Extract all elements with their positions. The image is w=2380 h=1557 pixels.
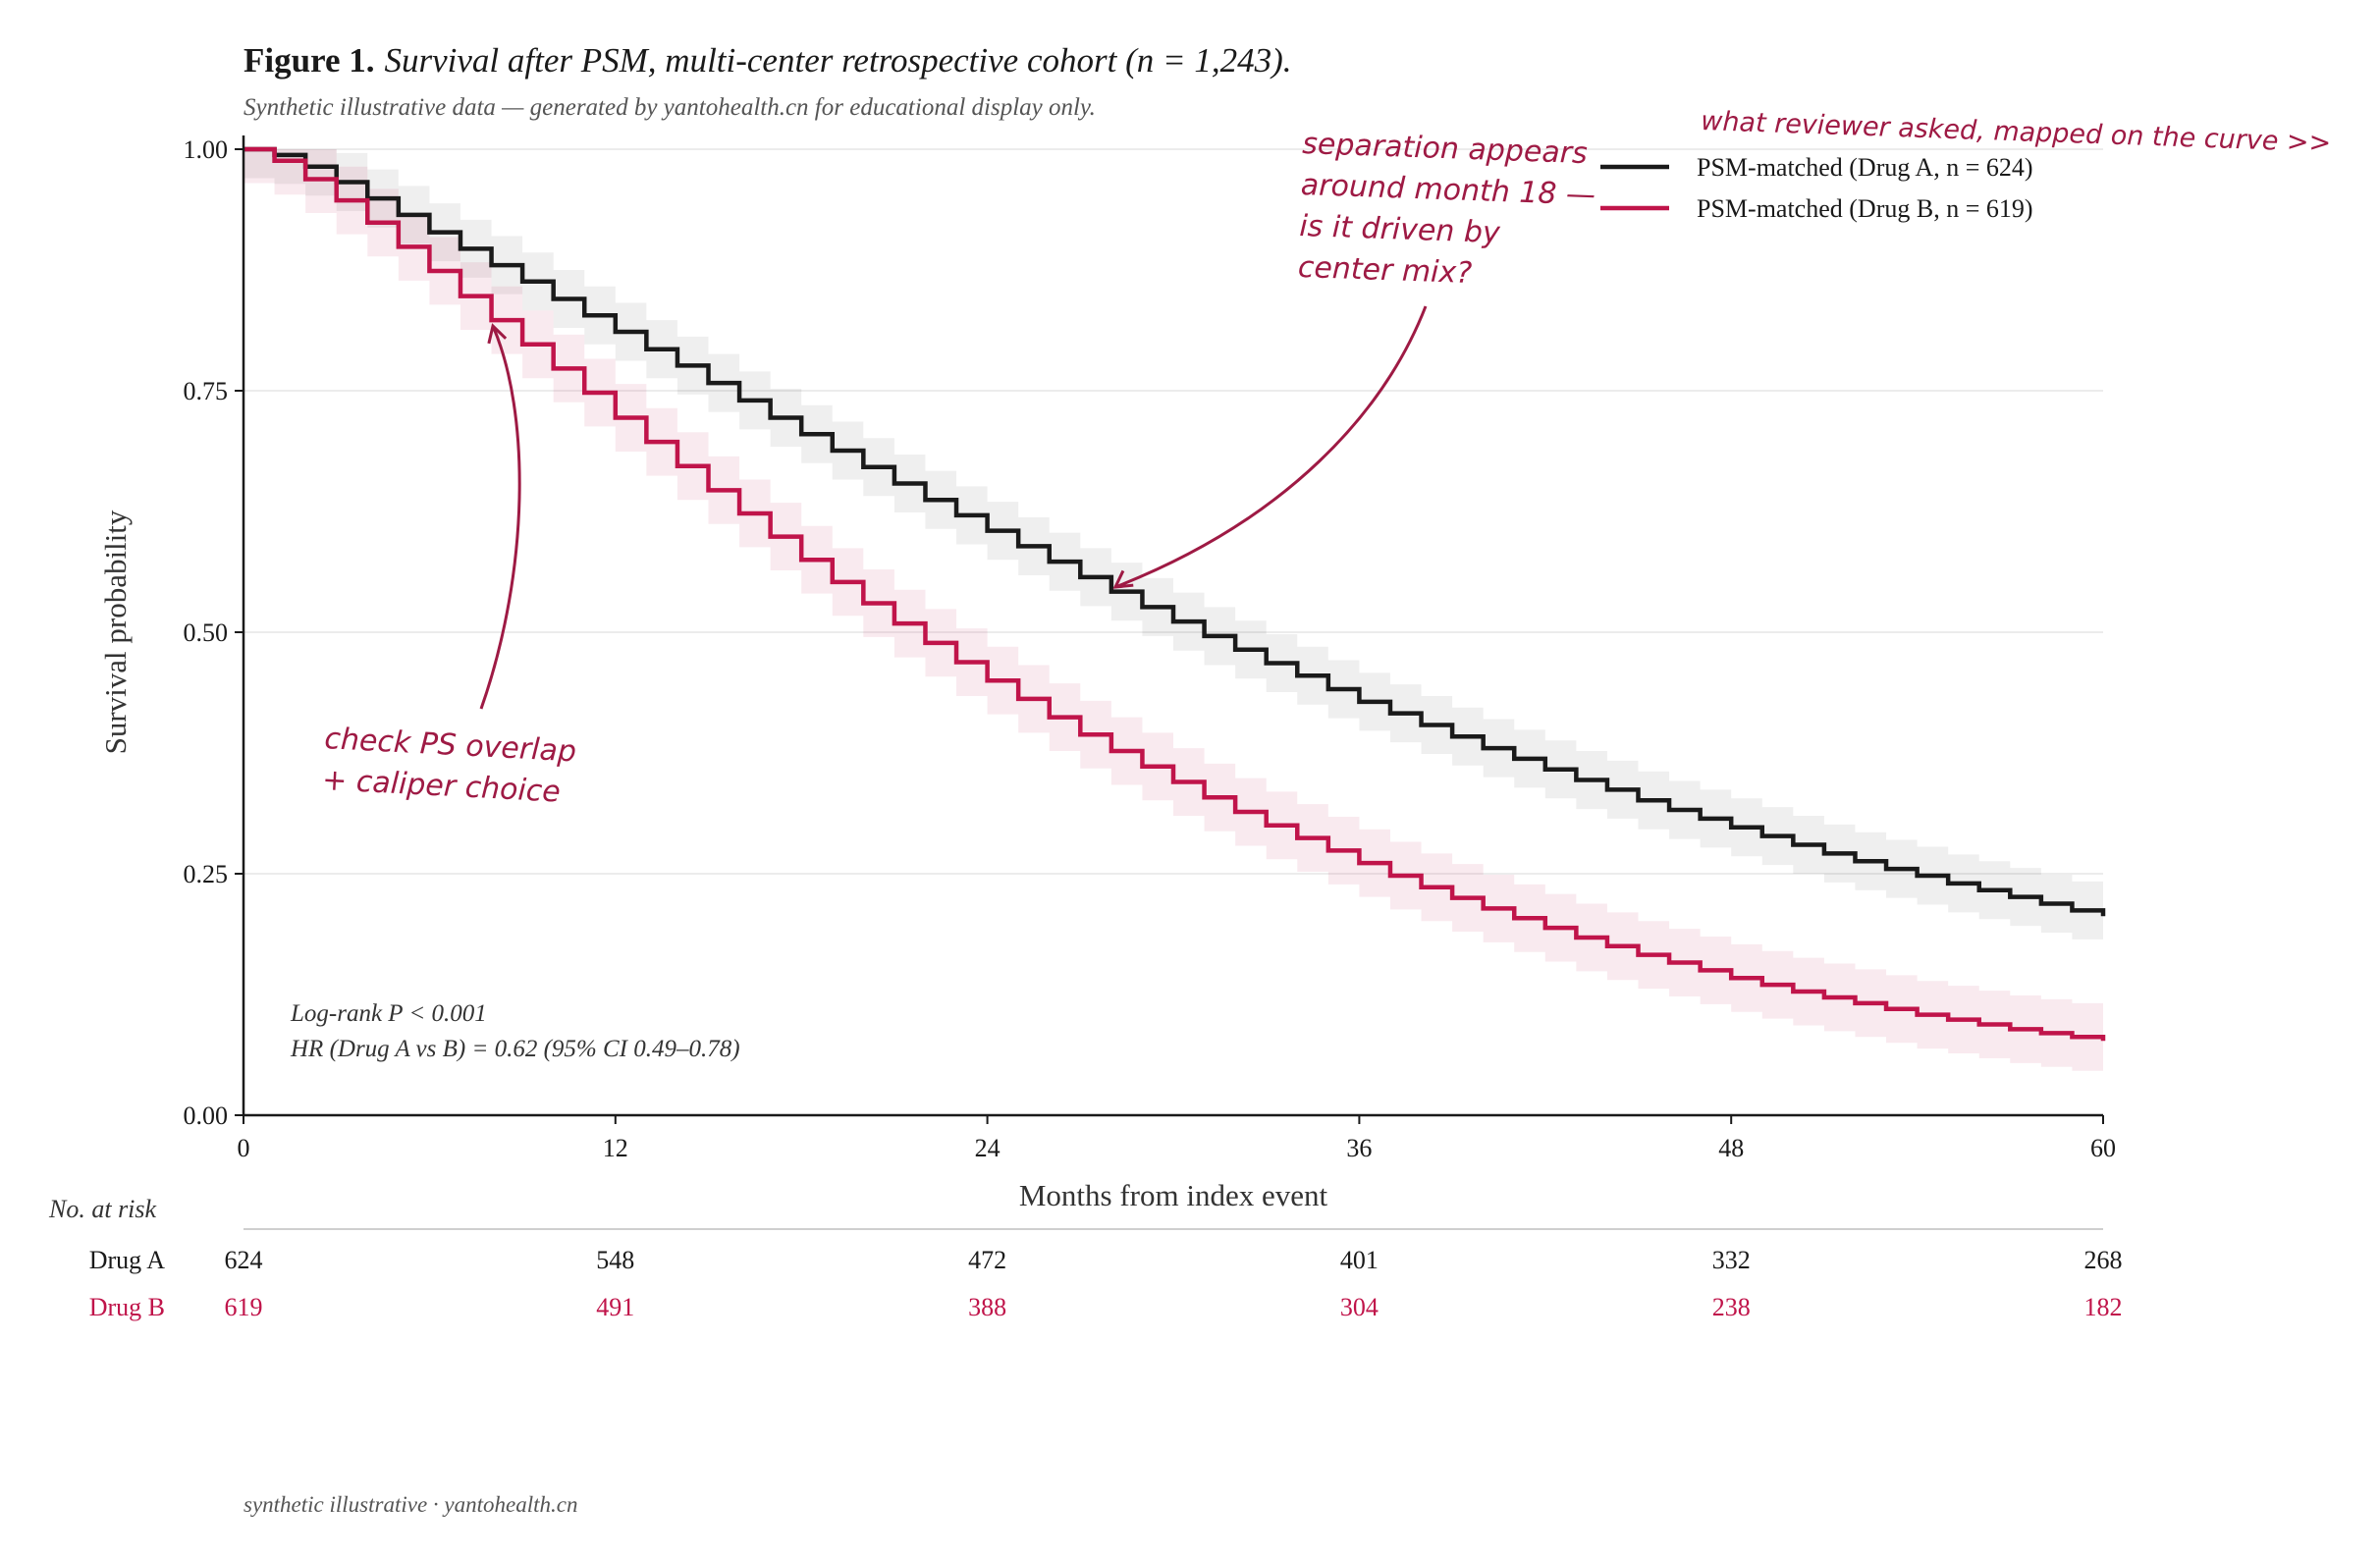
survival-curves [243, 146, 2106, 1042]
survival-curve-drug-a [243, 146, 2106, 917]
survival-curve-drug-b [243, 146, 2106, 1042]
risk-table: No. at risk Drug A 624 548 472 401 332 268 Drug … [48, 1195, 2123, 1321]
risk-value: 332 [1712, 1246, 1751, 1274]
annotation-arrow-separation [1114, 305, 1428, 589]
risk-value: 548 [596, 1246, 634, 1274]
legend-label-drug-a: PSM-matched (Drug A, n = 624) [1697, 153, 2033, 182]
risk-value: 401 [1340, 1246, 1379, 1274]
y-tick-label: 0.50 [184, 618, 229, 647]
legend: PSM-matched (Drug A, n = 624) PSM-matched… [1600, 153, 2033, 223]
annotation-separation-line: around month 18 — [1300, 168, 1596, 212]
stat-line: HR (Drug A vs B) = 0.62 (95% CI 0.49–0.7… [290, 1036, 740, 1062]
risk-table-header: No. at risk [48, 1195, 157, 1223]
annotation-reviewer-line: what reviewer asked, mapped on the curve… [1701, 106, 2332, 158]
figure-title: Figure 1. Survival after PSM, multi-cente… [243, 41, 1292, 81]
stat-line: Log-rank P < 0.001 [290, 1000, 487, 1027]
x-tick-label: 60 [2090, 1134, 2116, 1162]
ci-band-drug-b [243, 149, 2103, 1075]
risk-value: 388 [968, 1293, 1006, 1321]
risk-value: 268 [2084, 1246, 2123, 1274]
annotation-separation-line: is it driven by [1299, 209, 1502, 250]
x-tick-label: 12 [603, 1134, 628, 1162]
annotation-reviewer: what reviewer asked, mapped on the curve… [1701, 106, 2332, 158]
risk-value: 472 [968, 1246, 1006, 1274]
x-tick-label: 48 [1718, 1134, 1744, 1162]
annotation-arrow-ps-overlap-head [487, 323, 508, 345]
figure-title-text: Survival after PSM, multi-center retrosp… [384, 41, 1292, 80]
legend-label-drug-b: PSM-matched (Drug B, n = 619) [1697, 194, 2033, 223]
risk-value: 304 [1340, 1293, 1379, 1321]
annotation-ps-overlap-line: check PS overlap [324, 722, 577, 769]
annotation-arrow-separation-head [1112, 569, 1134, 589]
risk-row-label: Drug A [89, 1246, 166, 1274]
risk-value: 238 [1712, 1293, 1751, 1321]
annotation-ps-overlap-line: + caliper choice [321, 763, 561, 810]
y-axis-label: Survival probability [98, 510, 133, 754]
y-tick-label: 0.25 [184, 860, 229, 888]
annotation-separation: separation appearsaround month 18 —is it… [1297, 127, 1597, 295]
risk-value: 624 [225, 1246, 263, 1274]
x-tick-label: 36 [1346, 1134, 1372, 1162]
risk-row-label: Drug B [89, 1293, 165, 1321]
stats-text: Log-rank P < 0.001 HR (Drug A vs B) = 0.6… [290, 1000, 740, 1062]
y-tick-label: 0.00 [184, 1101, 229, 1130]
annotation-separation-line: separation appears [1302, 127, 1589, 171]
y-tick-label: 0.75 [184, 377, 229, 405]
figure-subtitle: Synthetic illustrative data — generated … [243, 94, 1096, 121]
x-tick-label: 24 [975, 1134, 1001, 1162]
y-tick-label: 1.00 [184, 135, 229, 164]
axes: 0.00 0.25 0.50 0.75 1.00 0 12 24 36 48 60 [184, 135, 2116, 1162]
figure-label: Figure 1. [243, 41, 375, 80]
figure-footer: synthetic illustrative · yantohealth.cn [243, 1492, 578, 1517]
risk-value: 182 [2084, 1293, 2123, 1321]
ci-bands [243, 149, 2103, 1075]
annotation-ps-overlap: check PS overlap+ caliper choice [321, 722, 576, 810]
ci-band-drug-a [243, 149, 2103, 945]
risk-value: 491 [596, 1293, 634, 1321]
annotation-separation-line: center mix? [1297, 250, 1472, 291]
risk-value: 619 [225, 1293, 263, 1321]
annotation-arrow-ps-overlap [479, 325, 521, 710]
gridlines [243, 148, 2103, 875]
x-axis-label: Months from index event [1019, 1178, 1328, 1212]
x-tick-label: 0 [238, 1134, 250, 1162]
